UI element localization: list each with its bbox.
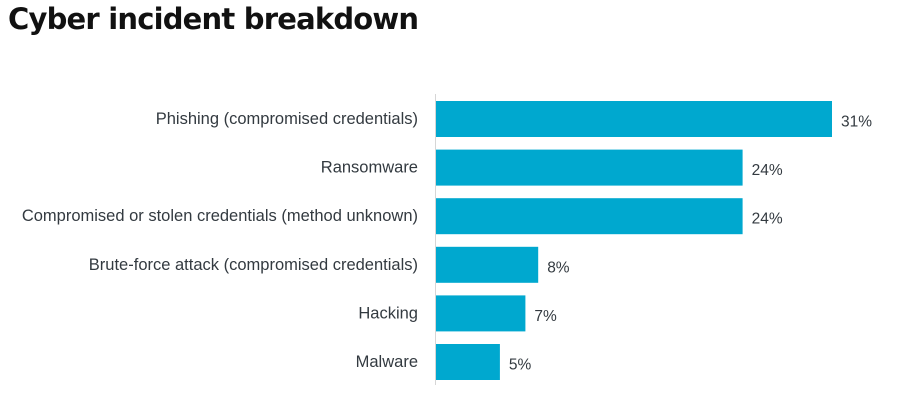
category-label: Brute-force attack (compromised credenti… [89,256,418,274]
bar [436,149,743,186]
value-label: 5% [509,357,532,374]
value-label: 24% [752,162,783,179]
category-label: Compromised or stolen credentials (metho… [22,207,418,225]
bar [436,295,526,332]
bars-layer: Phishing (compromised credentials) 31% Ran… [22,101,872,380]
category-label: Ransomware [321,159,418,177]
category-label: Malware [356,353,418,371]
value-label: 24% [752,211,783,228]
bar [436,344,500,380]
bar [436,198,743,235]
bar [436,246,539,283]
value-label: 31% [841,114,872,131]
category-label: Hacking [358,304,418,322]
bar [436,101,832,137]
category-label: Phishing (compromised credentials) [156,110,418,128]
value-label: 8% [547,259,570,276]
value-label: 7% [534,308,557,325]
chart-title: Cyber incident breakdown [8,2,419,36]
